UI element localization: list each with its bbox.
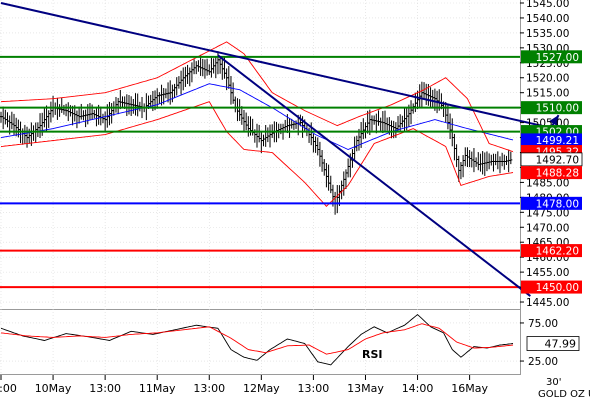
series-bollinger-lower bbox=[0, 101, 514, 207]
forecast-arrow-head bbox=[549, 115, 559, 127]
rsi-label: RSI bbox=[362, 348, 383, 361]
time-tick-label: 11May bbox=[139, 382, 176, 395]
marker-tag-box bbox=[521, 133, 582, 147]
rsi-axis: 75.00 25.00 47.99 bbox=[520, 318, 580, 368]
price-tick-label: 1535.00 bbox=[526, 28, 569, 40]
price-tick-label: 1475.00 bbox=[526, 207, 569, 219]
time-tick-label: 16May bbox=[451, 382, 488, 395]
level-tag-box bbox=[521, 101, 582, 115]
level-tag-label: 1450.00 bbox=[536, 282, 579, 294]
series-bollinger-upper bbox=[0, 41, 514, 153]
time-tick-label: 12May bbox=[243, 382, 280, 395]
level-tag-label: 1478.00 bbox=[536, 198, 579, 210]
level-tag-label: 1527.00 bbox=[536, 52, 579, 64]
trendline-0 bbox=[0, 2, 561, 132]
time-tick-label: 13:00 bbox=[193, 382, 225, 395]
gridlines bbox=[0, 0, 520, 374]
price-tick-label: 1545.00 bbox=[526, 0, 569, 10]
rsi-last-label: 47.99 bbox=[545, 338, 577, 351]
level-tag-label: 1462.20 bbox=[536, 246, 579, 258]
time-tick-label: 14:00 bbox=[402, 382, 434, 395]
price-tick-label: 1470.00 bbox=[526, 222, 569, 234]
level-tag-box bbox=[521, 280, 582, 294]
price-axis: 1545.001540.001535.001530.001525.001520.… bbox=[520, 0, 583, 309]
level-tag-box bbox=[521, 196, 582, 210]
time-tick-label: 10May bbox=[35, 382, 72, 395]
horizontal-levels bbox=[0, 55, 520, 289]
price-tick-label: 1520.00 bbox=[526, 73, 569, 85]
time-tick-label: 13:00 bbox=[298, 382, 330, 395]
time-tick-label: 13:00 bbox=[0, 382, 17, 395]
trendline-1 bbox=[217, 54, 531, 297]
time-tick-label: 13May bbox=[347, 382, 384, 395]
interval-label: 30' bbox=[546, 377, 561, 388]
last-price-label: 1492.70 bbox=[536, 154, 579, 166]
rsi-last-box bbox=[526, 336, 580, 351]
rsi-line-1 bbox=[0, 323, 514, 355]
time-axis: 13:00 10May 13:00 11May 13:00 12May 13:00 13May… bbox=[0, 375, 488, 395]
price-tick-label: 1455.00 bbox=[526, 267, 569, 279]
price-tick-label: 1485.00 bbox=[526, 177, 569, 189]
last-price-box bbox=[520, 152, 583, 167]
rsi-tick-label: 75.00 bbox=[528, 318, 558, 330]
marker-tag-label: 1499.21 bbox=[536, 135, 579, 147]
rsi-tick-label: 25.00 bbox=[528, 356, 558, 368]
rsi-series bbox=[0, 314, 514, 366]
marker-tag-box bbox=[521, 166, 582, 180]
price-tick-label: 1445.00 bbox=[526, 297, 569, 309]
level-tag-box bbox=[521, 244, 582, 258]
instrument-label: GOLD OZ U bbox=[538, 389, 590, 400]
time-tick-label: 13:00 bbox=[89, 382, 121, 395]
price-tick-label: 1540.00 bbox=[526, 13, 569, 25]
price-tick-label: 1515.00 bbox=[526, 88, 569, 100]
series-moving-average bbox=[0, 83, 514, 150]
level-tag-box bbox=[521, 50, 582, 64]
level-tag-label: 1510.00 bbox=[536, 103, 579, 115]
marker-tag-label: 1488.28 bbox=[536, 168, 579, 180]
